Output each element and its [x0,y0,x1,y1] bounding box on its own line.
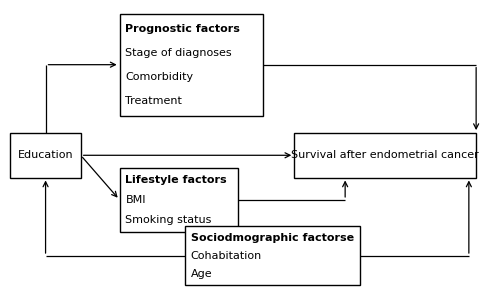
Text: Age: Age [191,269,212,279]
Text: Stage of diagnoses: Stage of diagnoses [126,48,232,58]
FancyBboxPatch shape [120,14,262,116]
Text: Treatment: Treatment [126,96,182,106]
Text: Survival after endometrial cancer: Survival after endometrial cancer [292,150,479,160]
FancyBboxPatch shape [294,133,476,177]
Text: Cohabitation: Cohabitation [191,251,262,261]
FancyBboxPatch shape [185,227,360,286]
Text: Smoking status: Smoking status [126,214,212,225]
Text: Lifestyle factors: Lifestyle factors [126,175,227,185]
Text: BMI: BMI [126,195,146,205]
Text: Education: Education [18,150,74,160]
FancyBboxPatch shape [10,133,80,177]
Text: Comorbidity: Comorbidity [126,72,194,82]
FancyBboxPatch shape [120,168,238,232]
Text: Sociodmographic factorse: Sociodmographic factorse [191,233,354,243]
Text: Prognostic factors: Prognostic factors [126,24,240,34]
